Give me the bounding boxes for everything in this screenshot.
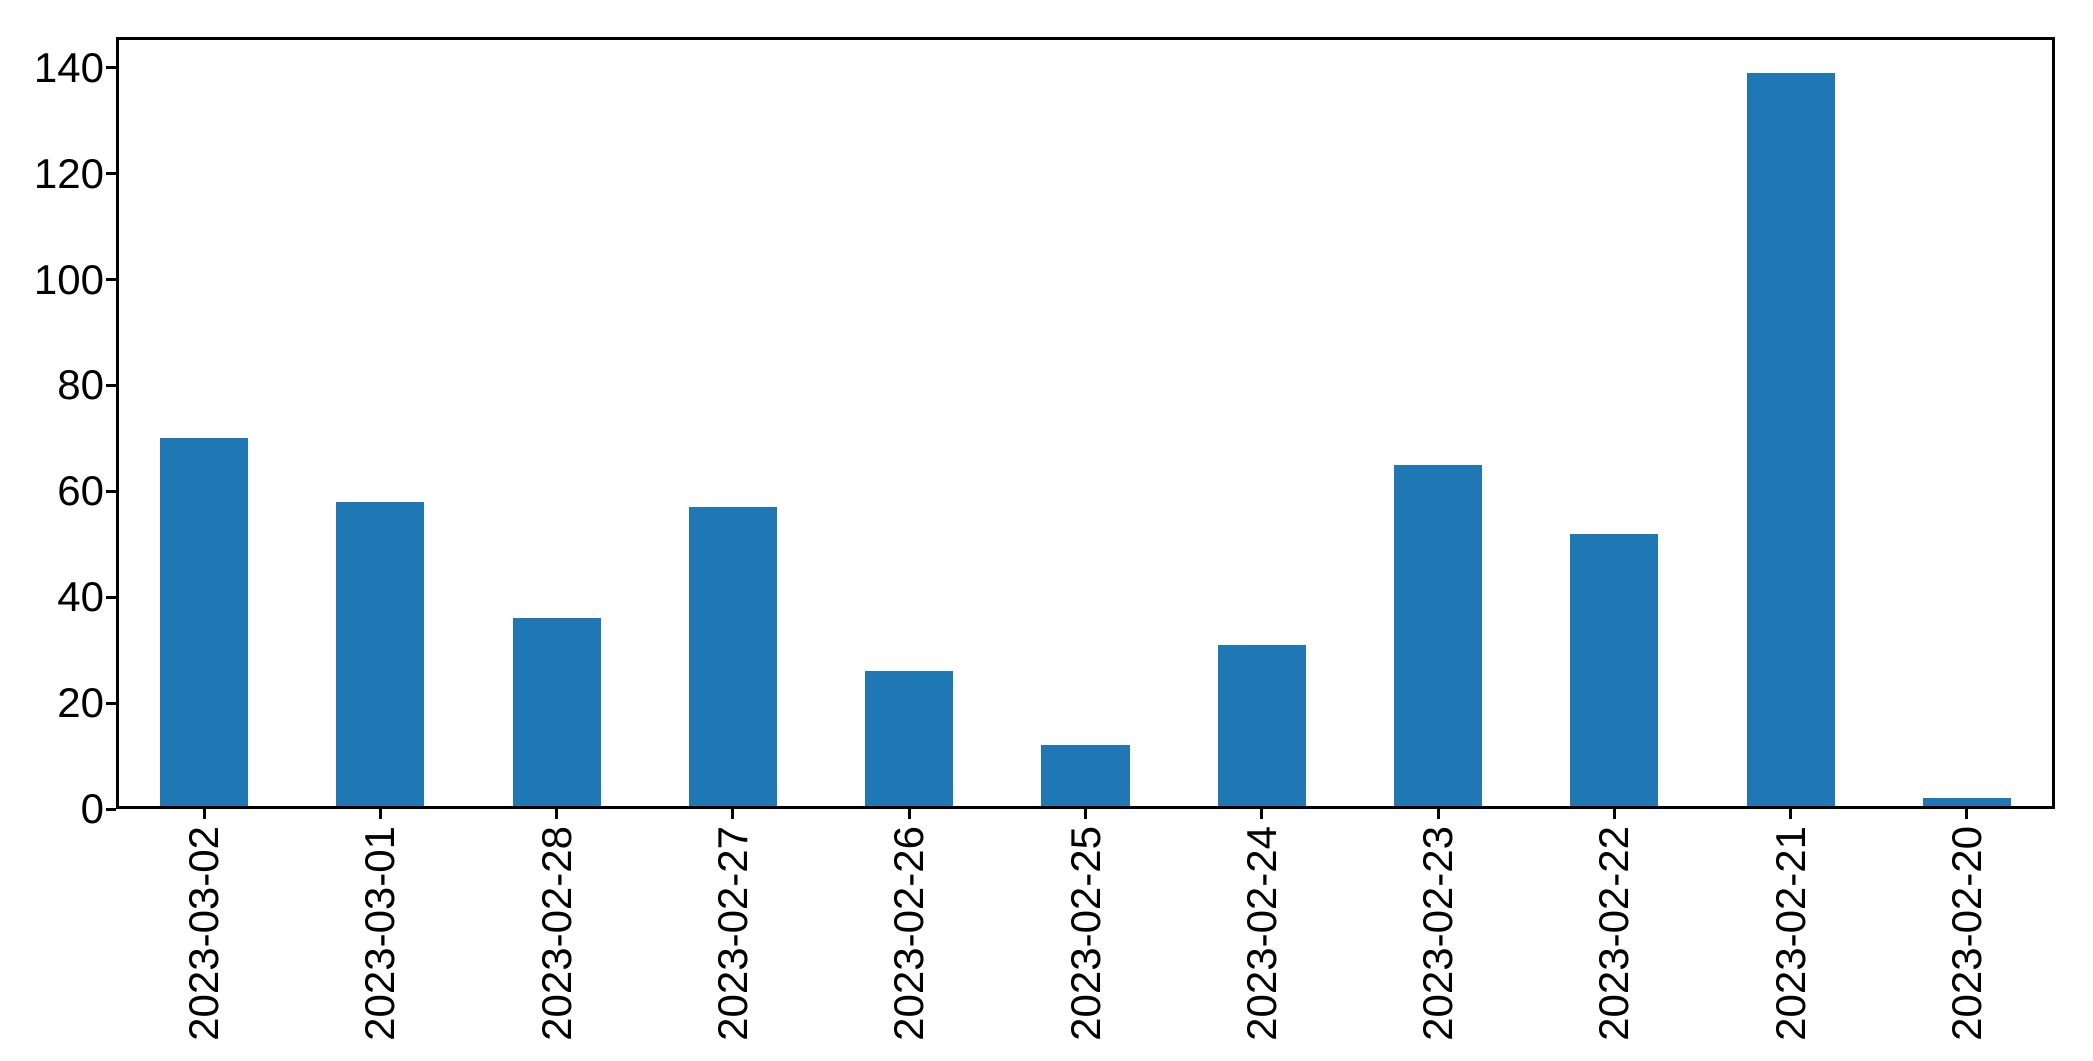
y-tick-mark	[106, 701, 116, 705]
y-tick-mark	[106, 172, 116, 176]
y-tick-mark	[106, 66, 116, 70]
x-tick-mark	[1436, 809, 1440, 819]
y-tick-label: 120	[33, 149, 104, 197]
y-tick-mark	[106, 595, 116, 599]
bar-2023-02-21	[1746, 73, 1835, 809]
x-tick-mark	[1789, 809, 1793, 819]
bar-2023-02-28	[512, 618, 601, 809]
bar-2023-02-23	[1393, 464, 1483, 809]
bar-2023-02-20	[1922, 798, 2011, 809]
x-tick-mark	[202, 809, 206, 819]
x-tick-label: 2023-03-01	[356, 826, 404, 1041]
x-tick-label: 2023-02-26	[885, 826, 933, 1041]
y-tick-label: 40	[57, 573, 104, 621]
x-tick-label: 2023-02-25	[1061, 826, 1109, 1041]
x-tick-label: 2023-02-24	[1237, 826, 1285, 1041]
x-tick-label: 2023-02-21	[1766, 826, 1814, 1041]
bar-2023-02-25	[1041, 745, 1130, 809]
plot-area	[116, 37, 2055, 809]
y-tick-mark	[106, 807, 116, 811]
x-tick-label: 2023-02-23	[1414, 826, 1462, 1041]
bar-2023-03-02	[160, 438, 249, 809]
y-tick-label: 0	[80, 785, 104, 832]
x-tick-label: 2023-02-27	[708, 826, 756, 1041]
x-tick-label: 2023-02-20	[1942, 826, 1990, 1041]
x-tick-mark	[555, 809, 559, 819]
y-tick-label: 20	[57, 679, 104, 727]
y-tick-label: 60	[57, 467, 104, 515]
x-tick-label: 2023-03-02	[180, 826, 228, 1041]
x-tick-mark	[1084, 809, 1087, 819]
y-tick-label: 140	[33, 43, 104, 91]
y-tick-mark	[106, 278, 116, 281]
y-tick-mark	[106, 383, 116, 387]
bar-2023-02-24	[1217, 644, 1306, 809]
x-tick-mark	[1260, 809, 1264, 819]
x-tick-mark	[1965, 809, 1969, 819]
x-tick-label: 2023-02-28	[532, 826, 580, 1041]
x-tick-mark	[1612, 809, 1616, 819]
y-tick-mark	[106, 489, 116, 493]
x-tick-mark	[731, 809, 735, 819]
y-tick-label: 100	[33, 255, 104, 303]
bar-2023-02-22	[1570, 533, 1659, 809]
x-tick-label: 2023-02-22	[1590, 826, 1638, 1041]
y-tick-label: 80	[57, 361, 104, 409]
bar-2023-02-26	[865, 671, 954, 809]
x-tick-mark	[378, 809, 382, 819]
bar-2023-02-27	[688, 507, 777, 809]
bar-2023-03-01	[336, 501, 425, 809]
x-tick-mark	[907, 809, 911, 819]
